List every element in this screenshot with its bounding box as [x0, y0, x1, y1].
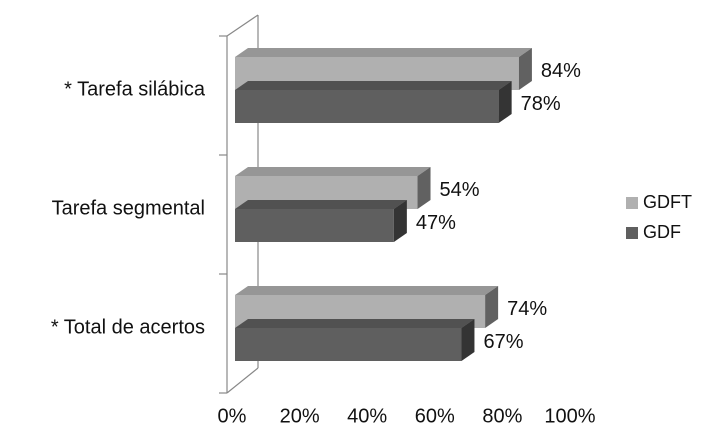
legend-swatch-gdft — [626, 197, 638, 209]
bar-gdf-0 — [235, 81, 512, 123]
legend: GDFT GDF — [626, 192, 692, 242]
x-tick-label-1: 20% — [280, 405, 320, 427]
value-labels-layer: 84% 78% 54% 47% 74% 67% — [416, 60, 581, 353]
bar-gdf-1 — [235, 200, 407, 242]
category-label-0: * Tarefa silábica — [64, 78, 206, 100]
x-tick-labels: 0% 20% 40% 60% 80% 100% — [218, 405, 596, 427]
legend-label-gdft: GDFT — [643, 192, 692, 212]
value-label-gdf-2: 67% — [483, 331, 523, 353]
value-label-gdf-0: 78% — [521, 93, 561, 115]
category-labels-layer: * Tarefa silábica Tarefa segmental * Total… — [51, 78, 206, 338]
legend-swatch-gdf — [626, 227, 638, 239]
bars-layer — [235, 48, 532, 361]
x-tick-label-3: 60% — [415, 405, 455, 427]
value-label-gdft-0: 84% — [541, 60, 581, 82]
x-tick-label-2: 40% — [347, 405, 387, 427]
x-tick-label-5: 100% — [544, 405, 595, 427]
category-label-2: * Total de acertos — [51, 316, 205, 338]
bar-gdf-2 — [235, 319, 475, 361]
x-tick-label-0: 0% — [218, 405, 247, 427]
x-tick-label-4: 80% — [482, 405, 522, 427]
category-label-1: Tarefa segmental — [52, 197, 205, 219]
value-label-gdft-1: 54% — [440, 179, 480, 201]
value-label-gdft-2: 74% — [507, 298, 547, 320]
legend-label-gdf: GDF — [643, 222, 681, 242]
value-label-gdf-1: 47% — [416, 212, 456, 234]
